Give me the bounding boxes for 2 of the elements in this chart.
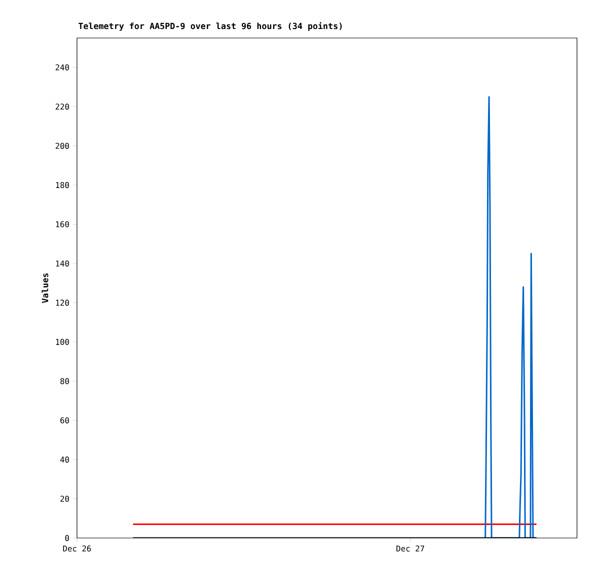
y-axis-title: Values [42,273,48,304]
chart-title: Telemetry for AA5PD-9 over last 96 hours (34 points) [78,22,342,31]
